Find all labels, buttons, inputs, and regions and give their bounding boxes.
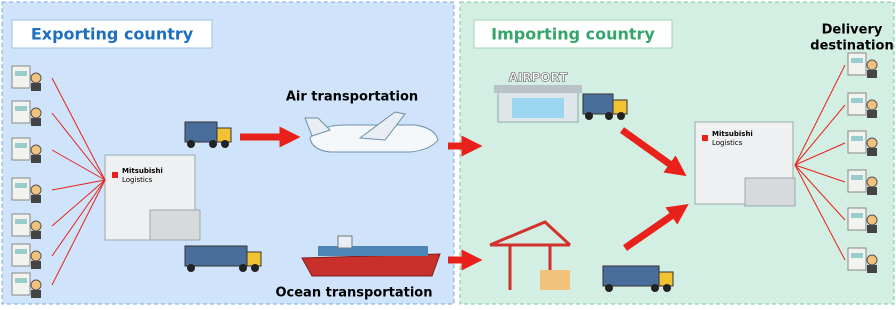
person-body (31, 118, 41, 126)
warehouse: Mitsubishi Logistics (105, 155, 200, 240)
shop (848, 131, 866, 153)
person-body (31, 261, 41, 269)
person (31, 251, 41, 261)
wheel (585, 112, 593, 120)
shop (12, 138, 30, 160)
shop (12, 214, 30, 236)
air-label: Air transportation (286, 90, 418, 105)
warehouse-label: Mitsubishi (122, 167, 163, 175)
window (15, 71, 27, 76)
cargo (583, 94, 613, 114)
person-body (31, 83, 41, 91)
warehouse-label: Logistics (122, 176, 153, 184)
person (867, 177, 877, 187)
person (867, 100, 877, 110)
wheel (251, 264, 259, 272)
wheel (187, 140, 195, 148)
person-body (867, 187, 877, 195)
wheel (605, 284, 613, 292)
airport-sign: AIRPORT (509, 71, 569, 85)
warehouse: Mitsubishi Logistics (695, 122, 795, 206)
wheel (651, 284, 659, 292)
person (31, 108, 41, 118)
cargo (185, 246, 247, 266)
shop (848, 53, 866, 75)
person-body (867, 265, 877, 273)
diagram: Exporting country Importing country Deli… (0, 0, 896, 306)
ocean-label: Ocean transportation (275, 286, 432, 301)
person (867, 215, 877, 225)
wheel (663, 284, 671, 292)
cab (613, 100, 627, 114)
person (867, 138, 877, 148)
wheel (187, 264, 195, 272)
cab (217, 128, 231, 142)
shop (12, 66, 30, 88)
person-body (867, 148, 877, 156)
import-title: Importing country (491, 25, 655, 44)
person-body (31, 155, 41, 163)
shop (848, 248, 866, 270)
window (15, 183, 27, 188)
person (31, 145, 41, 155)
cargo (603, 266, 659, 286)
window (851, 136, 863, 141)
window (15, 278, 27, 283)
cab (247, 252, 261, 266)
wheel (239, 264, 247, 272)
wheel (209, 140, 217, 148)
person (867, 60, 877, 70)
person-body (31, 231, 41, 239)
person (31, 73, 41, 83)
shop (12, 101, 30, 123)
window (15, 143, 27, 148)
window (851, 213, 863, 218)
cab (659, 272, 673, 286)
delivery-label: Delivery (822, 23, 883, 38)
wheel (617, 112, 625, 120)
shop (848, 208, 866, 230)
shop (12, 178, 30, 200)
wheel (605, 112, 613, 120)
person (31, 185, 41, 195)
delivery-label: destination (810, 39, 893, 54)
cargo (185, 122, 217, 142)
person-body (867, 110, 877, 118)
person-body (867, 225, 877, 233)
person (31, 221, 41, 231)
shop (848, 93, 866, 115)
person-body (31, 195, 41, 203)
window (851, 175, 863, 180)
shop (12, 244, 30, 266)
window (851, 58, 863, 63)
person (867, 255, 877, 265)
window (851, 253, 863, 258)
window (15, 219, 27, 224)
warehouse-label: Mitsubishi (712, 130, 753, 138)
window (15, 249, 27, 254)
person-body (31, 290, 41, 298)
export-title: Exporting country (31, 25, 194, 44)
window (851, 98, 863, 103)
person-body (867, 70, 877, 78)
shop (12, 273, 30, 295)
shop (848, 170, 866, 192)
window (15, 106, 27, 111)
person (31, 280, 41, 290)
wheel (221, 140, 229, 148)
warehouse-label: Logistics (712, 139, 743, 147)
